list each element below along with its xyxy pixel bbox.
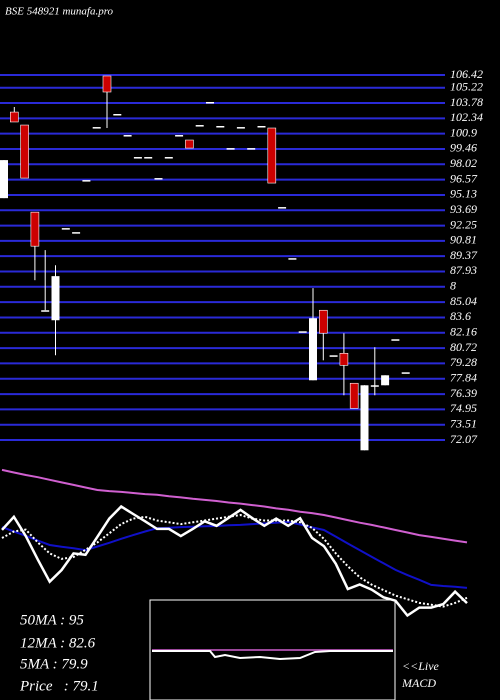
candle-body [288, 258, 297, 260]
annotation: 12MA : 82.6 [20, 635, 96, 651]
chart-title: BSE 548921 munafa.pro [5, 6, 114, 18]
annotation: <<Live [402, 659, 440, 673]
candle-body [144, 157, 153, 159]
y-tick-label: 96.57 [450, 171, 478, 185]
annotation: MACD [401, 676, 436, 690]
y-tick-label: 79.28 [450, 355, 477, 369]
candle-body [360, 385, 369, 451]
candle-body [92, 127, 101, 129]
y-tick-label: 105.22 [450, 80, 483, 94]
candle-body [164, 157, 173, 159]
candle-body [51, 276, 60, 321]
candle-body [247, 148, 256, 150]
candle-body [82, 180, 91, 182]
y-tick-label: 87.93 [450, 263, 477, 277]
y-tick-label: 100.9 [450, 125, 477, 139]
y-tick-label: 82.16 [450, 325, 477, 339]
macd-line [152, 650, 393, 661]
indicator-line [1, 504, 468, 618]
y-tick-label: 102.34 [450, 110, 483, 124]
candle-body [257, 126, 266, 128]
candle-body [185, 139, 194, 149]
candle-body [278, 207, 287, 209]
indicator-line [1, 468, 468, 544]
y-tick-label: 77.84 [450, 370, 477, 384]
candle-body [41, 310, 50, 312]
candle-body [206, 101, 214, 104]
candle-body [195, 125, 204, 127]
candle-body [226, 148, 235, 150]
y-tick-label: 89.37 [450, 248, 478, 262]
candle-body [309, 318, 317, 381]
candle-body [10, 111, 19, 123]
y-tick-label: 95.13 [450, 187, 477, 201]
y-tick-label: 76.39 [450, 386, 477, 400]
y-tick-label: 99.46 [450, 141, 477, 155]
y-tick-label: 8 [450, 279, 456, 293]
y-tick-label: 72.07 [450, 432, 478, 446]
y-tick-label: 98.02 [450, 156, 477, 170]
indicator-line [1, 513, 468, 608]
y-tick-label: 83.6 [450, 309, 471, 323]
y-tick-label: 93.69 [450, 202, 477, 216]
indicator-line [1, 520, 468, 589]
annotation: 5MA : 79.9 [20, 656, 88, 672]
candle-body [113, 113, 122, 116]
candle-body [102, 75, 112, 93]
y-tick-label: 106.42 [450, 67, 483, 81]
candle-body [370, 385, 379, 387]
candle-body [329, 355, 338, 357]
candle-body [133, 157, 142, 159]
candle-body [0, 160, 8, 199]
y-tick-label: 103.78 [450, 95, 483, 109]
candle-body [72, 232, 81, 234]
candle-body [391, 339, 400, 341]
candle-body [236, 127, 245, 129]
macd-box [149, 599, 396, 700]
y-tick-label: 74.95 [450, 401, 477, 415]
candle-body [30, 211, 40, 247]
y-tick-label: 92.25 [450, 217, 477, 231]
annotation: Price : 79.1 [19, 678, 99, 694]
candle-body [318, 309, 328, 334]
candle-body [61, 228, 70, 230]
y-tick-label: 73.51 [450, 416, 477, 430]
candle-body [267, 127, 277, 184]
annotation: 50MA : 95 [20, 612, 84, 628]
y-tick-label: 90.81 [450, 233, 477, 247]
candle-body [154, 178, 163, 180]
y-tick-label: 80.72 [450, 340, 477, 354]
candle-body [123, 135, 132, 137]
candle-body [381, 375, 390, 386]
candle-body [175, 135, 184, 137]
candle-body [20, 124, 29, 179]
y-tick-label: 85.04 [450, 294, 477, 308]
candle-body [339, 352, 349, 366]
candle-body [401, 372, 410, 374]
candle-body [216, 126, 225, 128]
candle-body [349, 382, 359, 409]
candle-body [298, 331, 307, 333]
